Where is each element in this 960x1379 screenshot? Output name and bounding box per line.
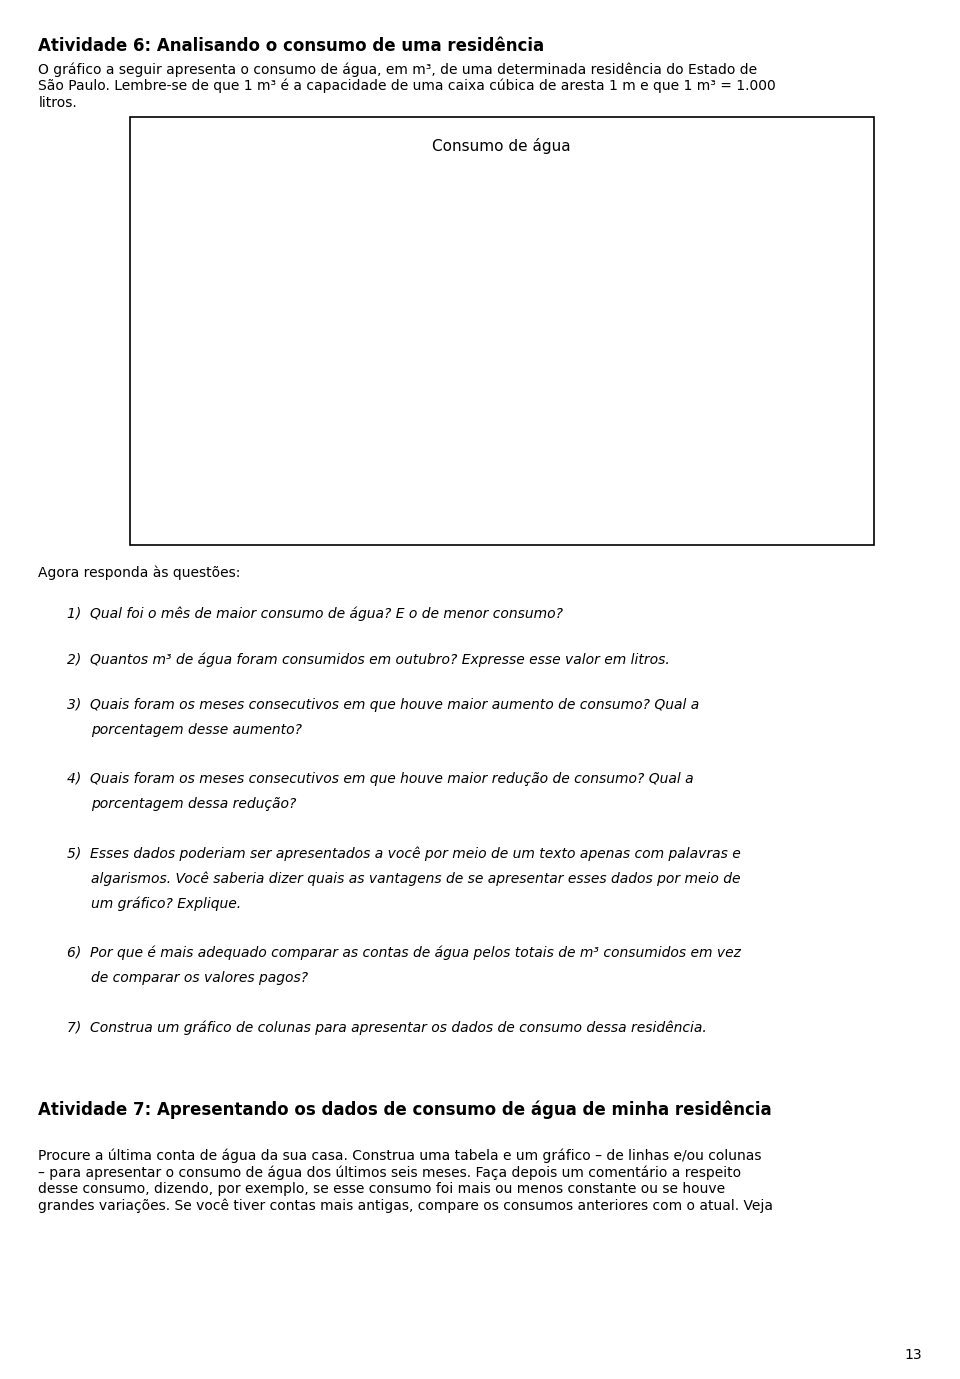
Text: Consumo de água: Consumo de água: [432, 138, 571, 154]
Text: 2)  Quantos m³ de água foram consumidos em outubro? Expresse esse valor em litro: 2) Quantos m³ de água foram consumidos e…: [67, 652, 670, 667]
Text: 6)  Por que é mais adequado comparar as contas de água pelos totais de m³ consum: 6) Por que é mais adequado comparar as c…: [67, 946, 741, 961]
Text: Atividade 6: Analisando o consumo de uma residência: Atividade 6: Analisando o consumo de uma…: [38, 37, 544, 55]
Text: Agora responda às questões:: Agora responda às questões:: [38, 565, 241, 581]
Text: 4)  Quais foram os meses consecutivos em que houve maior redução de consumo? Qua: 4) Quais foram os meses consecutivos em …: [67, 772, 694, 786]
Text: porcentagem dessa redução?: porcentagem dessa redução?: [91, 797, 297, 811]
Text: um gráfico? Explique.: um gráfico? Explique.: [91, 896, 241, 912]
Text: 1)  Qual foi o mês de maior consumo de água? E o de menor consumo?: 1) Qual foi o mês de maior consumo de ág…: [67, 607, 564, 622]
Text: Procure a última conta de água da sua casa. Construa uma tabela e um gráfico – d: Procure a última conta de água da sua ca…: [38, 1149, 774, 1214]
Text: algarismos. Você saberia dizer quais as vantagens de se apresentar esses dados p: algarismos. Você saberia dizer quais as …: [91, 872, 741, 887]
Text: porcentagem desse aumento?: porcentagem desse aumento?: [91, 723, 302, 736]
Text: O gráfico a seguir apresenta o consumo de água, em m³, de uma determinada residê: O gráfico a seguir apresenta o consumo d…: [38, 62, 776, 109]
Text: 7)  Construa um gráfico de colunas para apresentar os dados de consumo dessa res: 7) Construa um gráfico de colunas para a…: [67, 1020, 707, 1036]
Text: Atividade 7: Apresentando os dados de consumo de água de minha residência: Atividade 7: Apresentando os dados de co…: [38, 1100, 772, 1118]
Text: 3)  Quais foram os meses consecutivos em que houve maior aumento de consumo? Qua: 3) Quais foram os meses consecutivos em …: [67, 698, 700, 712]
Text: de comparar os valores pagos?: de comparar os valores pagos?: [91, 971, 308, 985]
Text: 5)  Esses dados poderiam ser apresentados a você por meio de um texto apenas com: 5) Esses dados poderiam ser apresentados…: [67, 847, 741, 862]
Y-axis label: metros cúbicos: metros cúbicos: [162, 305, 176, 400]
Text: 13: 13: [904, 1349, 922, 1362]
